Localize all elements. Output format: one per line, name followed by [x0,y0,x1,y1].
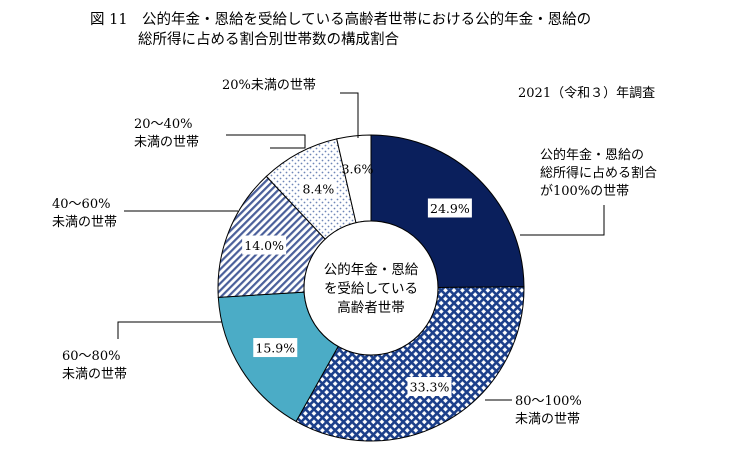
value-label-text: 33.3% [410,380,450,395]
leader-line-1 [520,205,605,236]
value-label-text: 14.0% [244,238,284,253]
value-label-box [427,198,472,218]
value-label-box [300,179,337,199]
leader-line-3 [117,321,222,339]
chart-title-line-2: 総所得に占める割合別世帯数の構成割合 [138,31,399,48]
value-label-6: 3.6% [342,161,374,176]
category-label-5-line-2: 未満の世帯 [134,135,199,150]
category-label-1-line-3: が100%の世帯 [540,184,629,199]
center-label-line-2: を受給している [324,281,418,297]
donut-hole [303,220,439,356]
value-label-5: 8.4% [300,179,337,199]
value-label-box [407,377,452,397]
category-label-4-line-1: 40～60% [52,197,110,212]
value-labels: 24.9% 33.3% 15.9% 14.0% 8.4% 3.6% [242,161,472,397]
value-label-text: 8.4% [302,182,334,197]
value-label-text: 24.9% [430,201,470,216]
value-label-2: 33.3% [407,377,452,397]
category-label-3-line-2: 未満の世帯 [62,367,127,382]
survey-note: 2021（令和３）年調査 [518,86,655,101]
category-label-2-line-1: 80～100% [515,394,582,409]
value-label-text: 15.9% [255,341,295,356]
leader-line-5 [226,134,306,149]
leader-line-6 [340,92,359,138]
category-label-5-line-1: 20～40% [134,117,192,132]
value-label-box [253,338,298,358]
value-label-box [242,235,287,255]
center-label-line-1: 公的年金・恩給 [324,262,419,278]
value-label-3: 15.9% [253,338,298,358]
chart-title-line-1: 図 11 公的年金・恩給を受給している高齢者世帯における公的年金・恩給の [90,11,591,28]
category-label-4-line-2: 未満の世帯 [52,215,117,230]
value-label-1: 24.9% [427,198,472,218]
category-label-2-line-2: 未満の世帯 [515,412,580,427]
category-label-1-line-2: 総所得に占める割合 [540,165,657,181]
category-label-3-line-1: 60～80% [62,349,120,364]
category-label-1-line-1: 公的年金・恩給の [540,147,644,163]
center-label-line-3: 高齢者世帯 [337,299,405,316]
value-label-4: 14.0% [242,235,287,255]
category-label-6-line-1: 20%未満の世帯 [222,78,316,93]
leader-lines [117,92,605,401]
value-label-text: 3.6% [342,161,374,176]
